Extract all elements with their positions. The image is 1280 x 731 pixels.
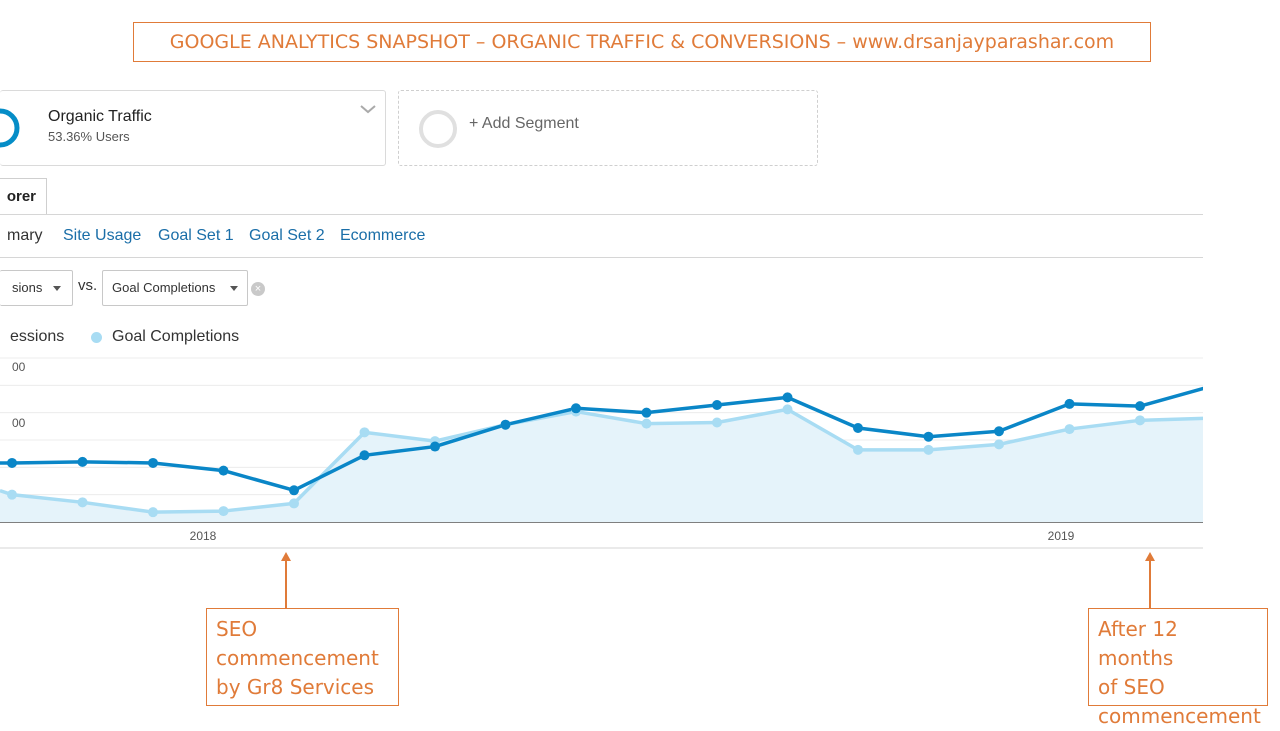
sessions-point (641, 407, 652, 418)
add-segment-button[interactable]: + Add Segment (469, 115, 579, 132)
legend-series2: Goal Completions (112, 328, 240, 345)
clear-metric-icon[interactable]: × (251, 282, 265, 296)
chevron-down-icon[interactable] (356, 97, 380, 121)
annotation-seo-start: SEO commencement by Gr8 Services (206, 608, 399, 706)
sessions-point (148, 457, 158, 468)
sessions-point (923, 431, 934, 442)
segment-ring-icon (0, 108, 20, 148)
tab-divider (0, 214, 1203, 215)
legend-dot-goal-completions (91, 332, 102, 343)
subtab-divider (0, 257, 1203, 258)
annotation-line: commencement (1098, 704, 1261, 728)
subtab-goal-set-2[interactable]: Goal Set 2 (249, 227, 325, 244)
annotation-line: After 12 months (1098, 617, 1178, 670)
annotation-line: by Gr8 Services (216, 675, 375, 699)
primary-metric-select[interactable]: sions (0, 270, 73, 306)
sessions-point (571, 403, 581, 414)
legend-series1: essions (10, 328, 65, 345)
x-tick-label: 2018 (190, 529, 217, 543)
y-tick-label: 00 (12, 360, 26, 374)
caret-down-icon (53, 286, 61, 291)
goal-completions-point (7, 489, 17, 500)
sessions-point (430, 441, 440, 452)
goal-completions-point (289, 498, 299, 509)
goal-completions-point (218, 506, 229, 517)
arrow-up-icon (1145, 552, 1155, 608)
goal-completions-point (148, 507, 158, 518)
empty-segment-ring-icon (419, 110, 457, 148)
goal-completions-point (77, 497, 88, 508)
segment-name: Organic Traffic (48, 108, 152, 125)
caret-down-icon (230, 286, 238, 291)
secondary-metric-value: Goal Completions (112, 280, 216, 295)
sessions-point (1135, 401, 1145, 412)
annotation-line: commencement (216, 646, 379, 670)
primary-metric-value: sions (12, 280, 43, 295)
vs-label: vs. (78, 277, 98, 294)
page-title-banner: GOOGLE ANALYTICS SNAPSHOT – ORGANIC TRAF… (133, 22, 1151, 62)
y-tick-label: 00 (12, 416, 26, 430)
goal-completions-point (712, 417, 722, 428)
secondary-metric-select[interactable]: Goal Completions (102, 270, 248, 306)
sessions-point (712, 400, 722, 411)
x-tick-label: 2019 (1048, 529, 1075, 543)
goal-completions-point (782, 404, 793, 415)
subtab-goal-set-1[interactable]: Goal Set 1 (158, 227, 234, 244)
line-chart: 2018 2019 (0, 357, 1203, 549)
arrow-up-icon (281, 552, 291, 608)
subtab-site-usage[interactable]: Site Usage (63, 227, 142, 244)
segment-share: 53.36% Users (48, 129, 130, 144)
goal-completions-point (359, 427, 370, 438)
goal-completions-point (1135, 415, 1145, 426)
sessions-point (994, 426, 1004, 437)
sessions-point (782, 392, 793, 403)
subtab-ecommerce[interactable]: Ecommerce (340, 227, 426, 244)
sessions-point (218, 465, 229, 476)
sessions-point (359, 450, 370, 461)
annotation-line: SEO (216, 617, 258, 641)
goal-completions-point (994, 439, 1004, 450)
goal-completions-point (853, 444, 863, 455)
sessions-point (289, 485, 299, 496)
goal-completions-point (923, 444, 934, 455)
annotation-after-12-months: After 12 months of SEO commencement (1088, 608, 1268, 728)
sessions-point (77, 456, 88, 467)
goal-completions-point (641, 418, 652, 429)
sessions-point (7, 457, 17, 468)
sessions-point (500, 419, 511, 430)
goal-completions-point (1064, 424, 1075, 435)
tab-explorer[interactable]: orer (0, 178, 47, 215)
subtab-summary[interactable]: mary (7, 227, 43, 244)
segment-card[interactable]: Organic Traffic 53.36% Users (0, 90, 386, 166)
sessions-point (1064, 398, 1075, 409)
add-segment-card[interactable]: + Add Segment (398, 90, 818, 166)
sessions-point (853, 422, 863, 433)
goal-completions-area (0, 409, 1203, 522)
annotation-line: of SEO (1098, 675, 1165, 699)
